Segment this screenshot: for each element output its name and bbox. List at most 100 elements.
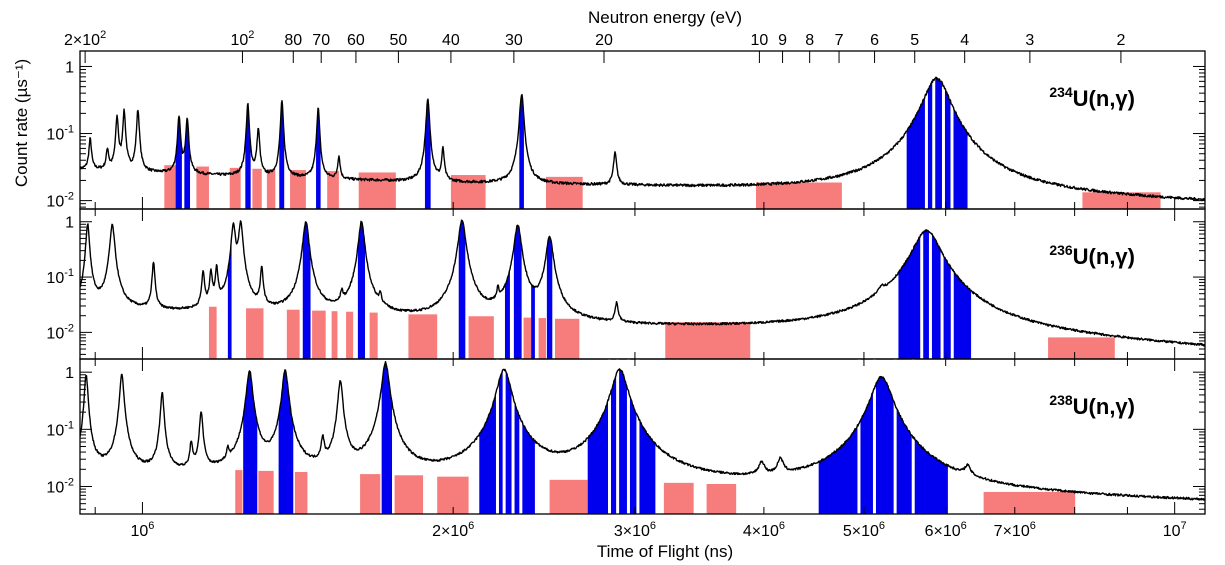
fit-band-gap: [502, 359, 506, 514]
fit-band-gap: [511, 359, 515, 514]
background-region: [755, 182, 842, 209]
top-tick-label: 4: [960, 32, 969, 49]
spectrum-trace: [80, 219, 1205, 347]
top-tick-label: 30: [505, 32, 523, 49]
background-region: [663, 482, 694, 514]
background-region: [327, 171, 339, 209]
background-region: [360, 474, 381, 514]
x-tick-label: 4×106: [743, 520, 785, 540]
isotope-label: 236U(n,γ): [1049, 242, 1135, 269]
y-tick-label: 10-1: [46, 124, 74, 144]
background-region: [394, 475, 424, 514]
x-tick-label: 107: [1163, 520, 1187, 540]
background-region: [523, 317, 532, 359]
y-tick-label: 1: [65, 365, 74, 382]
fit-band-gap: [932, 51, 936, 209]
panels-group: 10-210-11234U(n,γ)10-210-11236U(n,γ)10-2…: [46, 50, 1206, 515]
y-tick-label: 10-2: [46, 476, 74, 496]
fit-band: [587, 369, 656, 514]
panel-238: 10-2 10-1 1 238U(n,γ): [46, 358, 1206, 515]
background-region: [290, 170, 306, 209]
spectrum-trace: [80, 76, 1205, 202]
top-tick-label: 80: [284, 32, 302, 49]
y-tick-label: 10-2: [46, 191, 74, 211]
background-region: [549, 479, 588, 514]
top-tick-label: 7: [835, 32, 844, 49]
top-tick-label: 60: [347, 32, 365, 49]
y-tick-label: 10-1: [46, 267, 74, 287]
fit-band-gap: [626, 359, 630, 514]
isotope-label: 234U(n,γ): [1049, 84, 1135, 111]
top-tick-label: 3: [1025, 32, 1034, 49]
top-tick-label: 10: [750, 32, 768, 49]
fit-band-gap: [857, 359, 861, 514]
fit-band: [479, 369, 535, 514]
background-region: [266, 169, 276, 209]
top-tick-label: 20: [595, 32, 613, 49]
fit-band: [302, 222, 311, 359]
fit-band: [357, 221, 366, 359]
background-region: [706, 484, 737, 514]
spectrum-trace: [80, 361, 1205, 501]
fit-band-gap: [608, 359, 612, 514]
top-tick-label: 9: [778, 32, 787, 49]
fit-band: [531, 284, 535, 359]
x-tick-label: 3×106: [614, 520, 656, 540]
top-tick-label: 8: [805, 32, 814, 49]
background-region: [554, 318, 580, 359]
fit-band-gap: [636, 359, 640, 514]
fit-band-gap: [928, 209, 932, 359]
fit-band: [898, 230, 972, 359]
x-tick-label: 106: [130, 520, 154, 540]
background-region: [408, 314, 438, 359]
y-tick-label: 10-2: [46, 322, 74, 342]
top-tick-label: 5: [910, 32, 919, 49]
fit-band-gap: [940, 209, 944, 359]
background-region: [369, 312, 378, 359]
fit-band-gap: [920, 209, 924, 359]
top-tick-label: 2×102: [64, 29, 106, 49]
x-axis-title: Time of Flight (ns): [597, 542, 733, 561]
fit-band: [504, 269, 510, 359]
top-axis: 2×102 102 80 70 60 50 40 30 20 10 9 8 7 6 5 4 3 2: [64, 29, 1125, 63]
fit-band: [243, 370, 258, 514]
background-region: [246, 308, 264, 359]
y-tick-label: 1: [65, 215, 74, 232]
panel-236: 10-2 10-1 1 236U(n,γ): [46, 208, 1206, 360]
top-tick-label: 70: [312, 32, 330, 49]
background-region: [286, 309, 300, 359]
bottom-axis: 106 2×106 3×106 4×106 5×106 6×106 7×106 107: [130, 520, 1186, 540]
fit-band-gap: [893, 359, 897, 514]
top-tick-label: 2: [1116, 32, 1125, 49]
fit-band: [546, 236, 553, 359]
background-region: [252, 168, 262, 209]
background-region: [538, 318, 546, 359]
fit-band: [458, 220, 466, 359]
fit-band-gap: [950, 209, 954, 359]
background-region: [229, 167, 241, 209]
background-region: [164, 165, 177, 209]
fit-band-gap: [924, 51, 928, 209]
fit-band: [519, 94, 524, 209]
x-tick-label: 7×106: [994, 520, 1036, 540]
x-tick-label: 2×106: [432, 520, 474, 540]
fit-band: [381, 362, 393, 514]
fit-band-gap: [941, 51, 945, 209]
background-region: [208, 306, 217, 359]
fit-band-gap: [950, 51, 954, 209]
fit-band-gap: [872, 359, 876, 514]
background-region: [258, 470, 274, 514]
top-axis-title: Neutron energy (eV): [588, 8, 742, 27]
top-tick-label: 6: [870, 32, 879, 49]
background-region: [358, 172, 396, 209]
fit-band: [184, 117, 191, 209]
fit-band: [906, 78, 968, 209]
background-region: [346, 311, 354, 359]
background-region: [312, 310, 326, 359]
isotope-label: 238U(n,γ): [1049, 392, 1135, 419]
fit-band: [513, 225, 522, 359]
x-tick-label: 5×106: [843, 520, 885, 540]
top-tick-label: 40: [442, 32, 460, 49]
background-region: [665, 322, 751, 359]
